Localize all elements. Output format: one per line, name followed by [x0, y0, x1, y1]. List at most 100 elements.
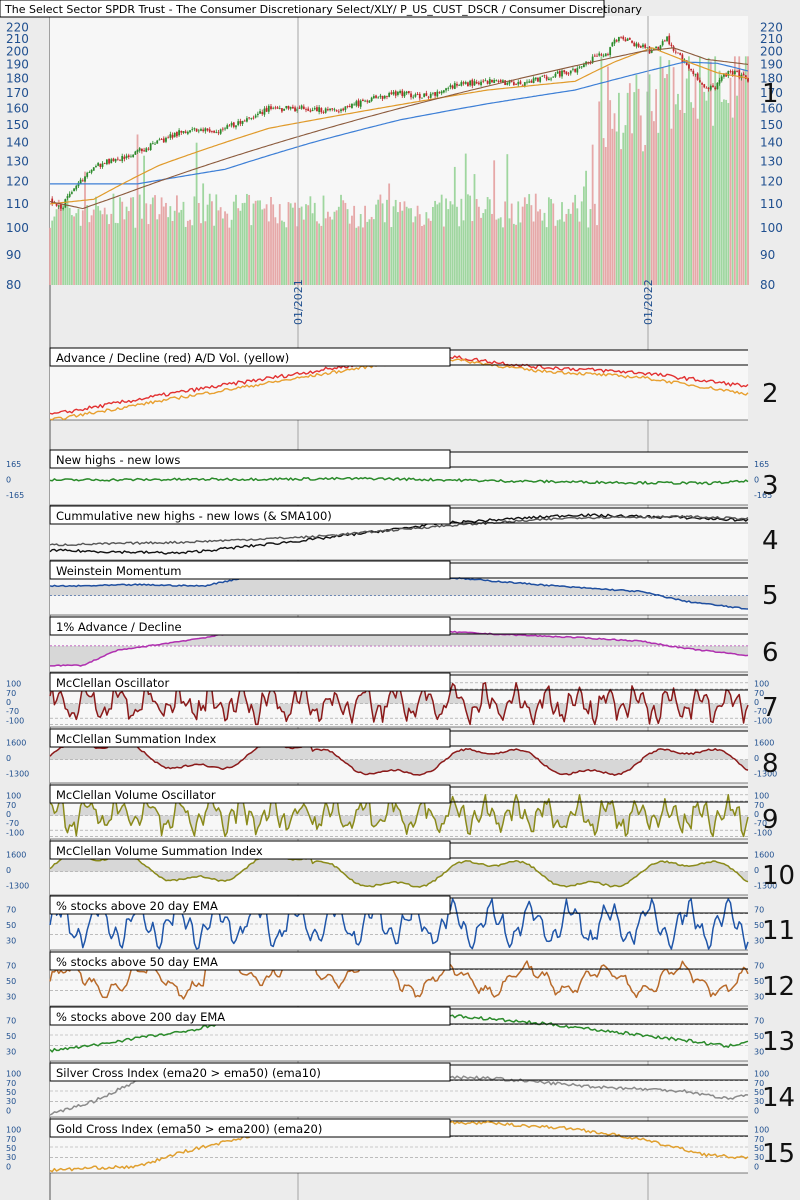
candle-body [248, 117, 251, 119]
volume-bar [519, 222, 522, 285]
candle-body [477, 82, 480, 85]
candle-body [176, 132, 178, 137]
volume-bar [526, 203, 528, 285]
y-tick-label-right: 80 [760, 278, 775, 292]
volume-bar [685, 78, 688, 285]
volume-bar [703, 91, 706, 285]
volume-bar [438, 202, 441, 285]
volume-bar [189, 219, 191, 285]
candle-body [661, 41, 664, 46]
candle-body [506, 83, 509, 85]
volume-bar [191, 225, 194, 285]
y-tick-label-right: -1300 [754, 769, 777, 778]
candle-body [211, 131, 213, 132]
volume-bar [291, 207, 294, 285]
volume-bar [530, 205, 533, 285]
volume-bar [727, 103, 730, 286]
y-tick-label-right: 200 [760, 45, 783, 59]
volume-bar [221, 218, 224, 285]
candle-body [624, 39, 627, 42]
y-tick-label-left: 70 [6, 801, 16, 810]
candle-body [670, 44, 673, 46]
y-tick-label-left: -70 [6, 707, 19, 716]
indicator-title-box [49, 449, 451, 469]
candle-body [202, 129, 205, 132]
candle-body [195, 128, 198, 132]
y-tick-label-left: 100 [6, 1070, 21, 1079]
candle-body [250, 118, 253, 119]
volume-bar [587, 227, 590, 285]
volume-bar [613, 113, 616, 286]
candle-body [337, 111, 340, 113]
volume-bar [112, 193, 115, 285]
volume-bar [432, 206, 434, 285]
volume-bar [644, 144, 647, 285]
y-tick-label-left: 170 [6, 86, 29, 100]
volume-bar [659, 56, 662, 285]
y-tick-label-left: 30 [6, 1153, 16, 1162]
y-tick-label-left: 70 [6, 689, 16, 698]
y-tick-label-left: 180 [6, 71, 29, 85]
candle-body [256, 113, 259, 116]
candle-body [517, 82, 520, 85]
candle-body [569, 70, 572, 74]
candle-body [694, 73, 697, 75]
y-tick-label-right: 100 [754, 792, 769, 801]
y-tick-label-left: 0 [6, 754, 11, 763]
volume-bar [633, 92, 636, 285]
candle-body [530, 80, 533, 83]
volume-bar [558, 219, 561, 285]
indicator-title: New highs - new lows [56, 453, 180, 467]
candle-body [298, 107, 301, 109]
volume-bar [677, 93, 679, 285]
volume-bar [731, 117, 734, 285]
candle-body [626, 38, 629, 41]
volume-bar [383, 222, 386, 285]
volume-bar [477, 206, 480, 285]
y-tick-label-left: 50 [6, 1144, 16, 1153]
volume-bar [60, 203, 62, 285]
volume-bar [578, 221, 581, 285]
volume-bar [121, 201, 124, 285]
volume-bar [254, 200, 257, 285]
volume-bar [184, 226, 187, 285]
candle-body [145, 148, 148, 152]
volume-bar [388, 183, 391, 285]
y-tick-label-right: 170 [760, 86, 783, 100]
volume-bar [690, 102, 693, 285]
volume-bar [75, 213, 78, 285]
volume-bar [696, 118, 699, 285]
volume-bar [543, 212, 546, 285]
volume-bar [333, 211, 336, 285]
candle-body [57, 205, 60, 207]
volume-bar [379, 194, 382, 285]
candle-body [453, 83, 456, 89]
candle-body [353, 104, 356, 106]
candle-body [418, 93, 421, 99]
volume-bar [639, 115, 642, 285]
candle-body [572, 68, 574, 70]
panel-number: 4 [762, 526, 779, 556]
volume-bar [105, 214, 108, 285]
volume-bar [320, 225, 323, 285]
volume-bar [103, 207, 106, 285]
volume-bar [458, 226, 461, 285]
volume-bar [140, 218, 143, 285]
candle-body [261, 112, 264, 115]
candle-body [467, 82, 469, 87]
volume-bar [569, 213, 572, 285]
candle-body [464, 82, 467, 84]
volume-bar [414, 216, 417, 285]
candle-body [62, 208, 65, 209]
candle-body [493, 80, 496, 84]
y-tick-label-right: 190 [760, 58, 783, 72]
volume-bar [480, 217, 482, 285]
candle-body [528, 81, 531, 83]
y-tick-label-right: 130 [760, 154, 783, 168]
sma-brown-line [49, 47, 749, 210]
candle-body [149, 143, 152, 151]
candle-body [650, 50, 653, 53]
